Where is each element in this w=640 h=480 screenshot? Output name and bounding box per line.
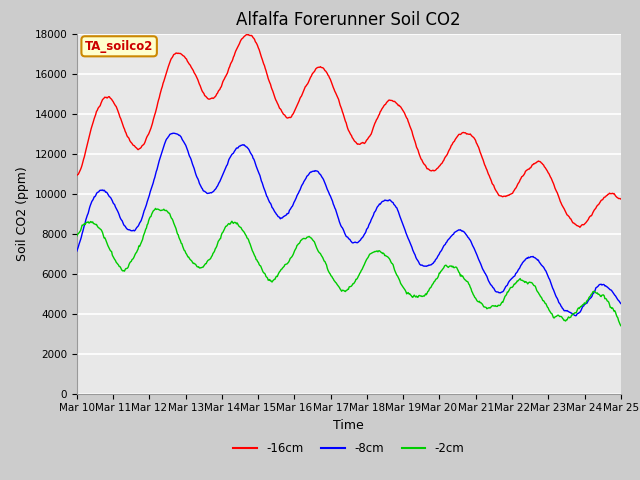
- Title: Alfalfa Forerunner Soil CO2: Alfalfa Forerunner Soil CO2: [237, 11, 461, 29]
- Y-axis label: Soil CO2 (ppm): Soil CO2 (ppm): [16, 166, 29, 261]
- X-axis label: Time: Time: [333, 419, 364, 432]
- Text: TA_soilco2: TA_soilco2: [85, 40, 154, 53]
- Legend: -16cm, -8cm, -2cm: -16cm, -8cm, -2cm: [228, 437, 469, 460]
